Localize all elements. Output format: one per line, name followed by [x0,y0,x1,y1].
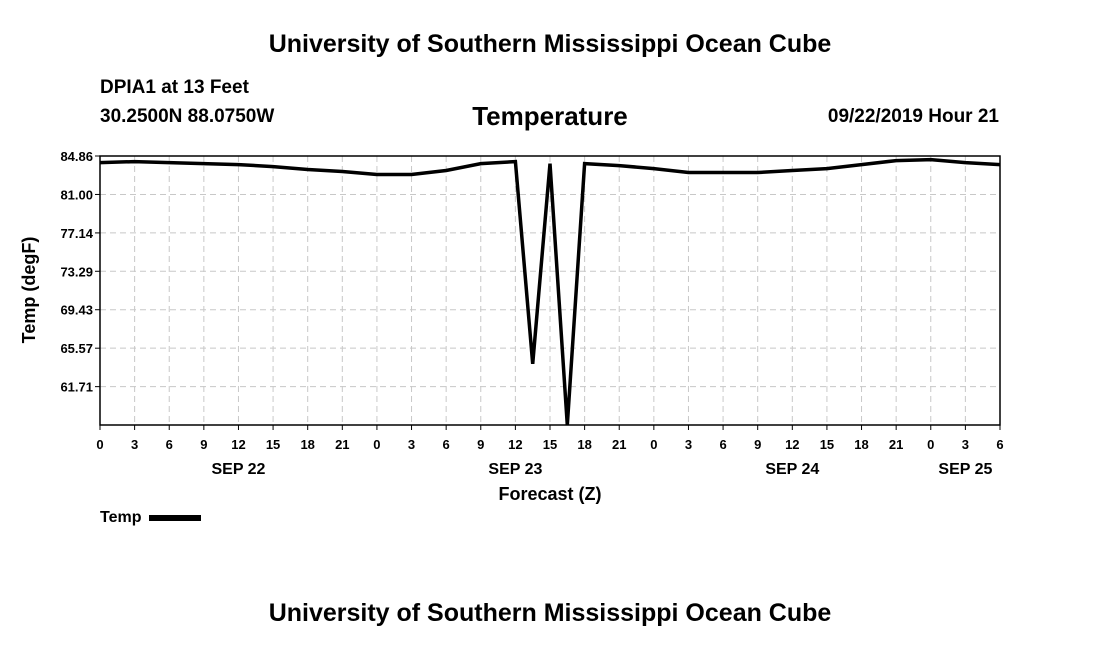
x-tick-label: 6 [996,437,1003,452]
day-label: SEP 23 [488,461,542,478]
x-tick-label: 21 [335,437,349,452]
y-axis-ticks: 84.86 81.00 77.14 73.29 69.43 65.57 61.71 [60,149,100,395]
y-tick-label: 65.57 [60,341,93,356]
x-tick-label: 12 [231,437,245,452]
x-tick-label: 3 [408,437,415,452]
x-tick-label: 9 [200,437,207,452]
x-tick-label: 15 [543,437,557,452]
x-tick-label: 9 [477,437,484,452]
x-tick-label: 3 [131,437,138,452]
series-line-temp [99,157,1001,426]
x-tick-label: 15 [820,437,834,452]
day-label: SEP 22 [211,461,265,478]
x-axis-ticks: 0 3 6 9 12 15 18 21 0 3 6 9 12 15 18 21 0 3 6 9 12 15 18 21 0 3 6 [96,425,1004,452]
x-tick-label: 3 [962,437,969,452]
legend: Temp [100,509,202,527]
x-tick-label: 0 [373,437,380,452]
y-axis-label: Temp (degF) [19,237,39,344]
x-tick-label: 12 [785,437,799,452]
x-tick-label: 0 [650,437,657,452]
x-tick-label: 0 [927,437,934,452]
x-tick-label: 9 [754,437,761,452]
page-title: University of Southern Mississippi Ocean… [268,30,832,58]
day-label: SEP 25 [938,461,992,478]
y-tick-label: 81.00 [60,187,93,202]
y-tick-label: 61.71 [60,380,93,395]
chart-title: Temperature [472,101,628,131]
day-labels: SEP 22 SEP 23 SEP 24 SEP 25 [211,461,992,478]
x-tick-label: 3 [685,437,692,452]
day-label: SEP 24 [765,461,819,478]
x-tick-label: 21 [889,437,903,452]
footer-title: University of Southern Mississippi Ocean… [268,599,832,627]
x-tick-label: 18 [300,437,314,452]
y-tick-label: 73.29 [60,264,93,279]
x-tick-label: 15 [266,437,280,452]
coordinates-label: 30.2500N 88.0750W [100,106,275,127]
x-tick-label: 6 [443,437,450,452]
x-tick-label: 21 [612,437,626,452]
forecast-datetime: 09/22/2019 Hour 21 [827,106,999,127]
y-tick-label: 77.14 [60,226,93,241]
x-tick-label: 6 [719,437,726,452]
x-tick-label: 12 [508,437,522,452]
station-label: DPIA1 at 13 Feet [100,77,249,98]
grid [100,156,1000,425]
x-tick-label: 18 [854,437,868,452]
legend-label: Temp [100,509,142,526]
x-tick-label: 6 [166,437,173,452]
legend-swatch [149,515,202,521]
y-tick-label: 84.86 [60,149,93,164]
x-tick-label: 0 [96,437,103,452]
x-tick-label: 18 [577,437,591,452]
y-tick-label: 69.43 [60,303,93,318]
x-axis-label: Forecast (Z) [498,484,601,504]
